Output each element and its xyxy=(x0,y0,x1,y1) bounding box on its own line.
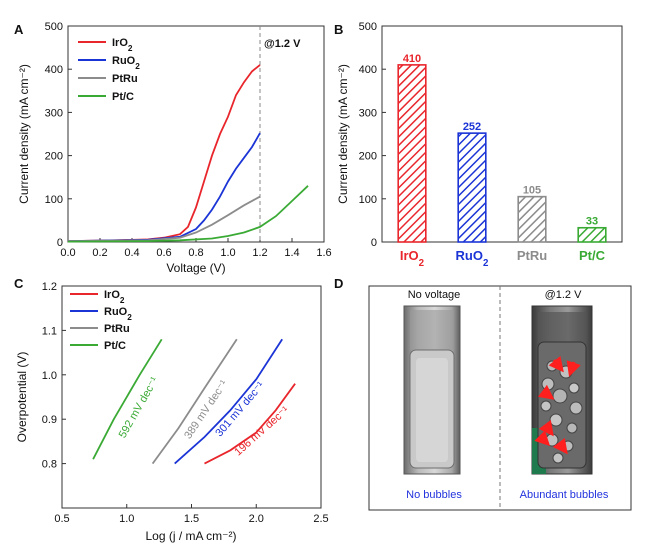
panel-b-bar-ptc xyxy=(577,226,607,243)
bubble-arrows xyxy=(534,355,581,455)
panel-c-x-tick-label: 0.5 xyxy=(54,513,69,525)
photo-right-caption: Abundant bubbles xyxy=(520,489,609,501)
panel-c-y-tick-label: 0.8 xyxy=(42,459,57,471)
panel-a-legend-label: IrO2 xyxy=(112,37,133,53)
panel-label-b: B xyxy=(334,22,343,37)
panel-a-x-tick-label: 0.2 xyxy=(92,247,107,259)
panel-a-x-tick-label: 0.8 xyxy=(188,247,203,259)
panel-a-x-tick-label: 0.6 xyxy=(156,247,171,259)
panel-a-chart: 0.0 0.2 0.4 0.6 0.8 1.0 1.2 1.4 1.6 0 100 200 300 400… xyxy=(17,21,332,275)
panel-label-d: D xyxy=(334,276,343,291)
panel-b-category-label: PtRu xyxy=(517,248,547,263)
panel-b-y-axis-label: Current density (mA cm⁻²) xyxy=(336,64,350,204)
panel-a-series-line-iro xyxy=(67,64,261,242)
panel-label-a: A xyxy=(14,22,24,37)
panel-a-x-tick-label: 0.4 xyxy=(124,247,139,259)
panel-c-series-line-ptru xyxy=(151,338,238,465)
panel-c-x-tick-label: 2.5 xyxy=(313,513,328,525)
panel-c-chart: 0.5 1.0 1.5 2.0 2.50.80.91.01.11.2 196 mV de… xyxy=(15,281,329,543)
panel-c-x-tick-label: 1.5 xyxy=(184,513,199,525)
panel-c-series-line-ptc xyxy=(92,338,163,460)
panel-b-bar-value-label: 105 xyxy=(523,185,541,197)
panel-b-category-label: RuO2 xyxy=(456,248,489,269)
panel-c-legend-label: IrO2 xyxy=(104,289,125,305)
panel-a-legend-label: RuO2 xyxy=(112,55,140,71)
panel-a-y-tick-label: 400 xyxy=(45,64,63,76)
panel-a-series-line-ruo xyxy=(67,132,261,242)
photo-left-title: No voltage xyxy=(408,289,461,301)
panel-c-series-line-iro xyxy=(204,383,296,465)
panel-a-legend-label: Pt/C xyxy=(112,91,134,103)
panel-c-legend-label: PtRu xyxy=(104,323,130,335)
panel-a-y-axis-label: Current density (mA cm⁻²) xyxy=(17,64,31,204)
panel-a-x-tick-label: 1.6 xyxy=(316,247,331,259)
panel-c-x-tick-label: 2.0 xyxy=(249,513,264,525)
panel-c-legend-label: RuO2 xyxy=(104,306,132,322)
electrode-with-voltage-image xyxy=(531,305,593,475)
panel-a-x-tick-label: 1.4 xyxy=(284,247,299,259)
panel-b-chart: 0 100 200 300 400 500 410 IrO2 252 RuO2 105 PtRu 33… xyxy=(336,21,623,269)
panel-a-y-tick-label: 300 xyxy=(45,107,63,119)
panel-c-y-tick-label: 1.2 xyxy=(42,281,57,293)
panel-c-legend-label: Pt/C xyxy=(104,340,126,352)
panel-label-c: C xyxy=(14,276,24,291)
panel-a-annotation: @1.2 V xyxy=(264,38,301,50)
panel-c-y-axis-label: Overpotential (V) xyxy=(15,352,29,443)
photo-left-caption: No bubbles xyxy=(406,489,462,501)
panel-b-y-tick-label: 500 xyxy=(359,21,377,33)
panel-a-x-tick-label: 1.0 xyxy=(220,247,235,259)
panel-b-bar-value-label: 410 xyxy=(403,53,421,65)
electrode-no-voltage-image xyxy=(403,305,461,475)
panel-b-bar-value-label: 33 xyxy=(586,216,598,228)
panel-c-y-tick-label: 1.0 xyxy=(42,370,57,382)
panel-c-x-tick-label: 1.0 xyxy=(119,513,134,525)
panel-c-frame xyxy=(61,285,322,509)
panel-a-x-tick-label: 0.0 xyxy=(60,247,75,259)
panel-b-y-tick-label: 200 xyxy=(359,151,377,163)
panel-a-legend-label: PtRu xyxy=(112,73,138,85)
panel-a-x-axis-label: Voltage (V) xyxy=(166,261,225,275)
panel-b-y-tick-label: 0 xyxy=(371,237,377,249)
panel-b-y-tick-label: 400 xyxy=(359,64,377,76)
panel-a-y-tick-label: 100 xyxy=(45,194,63,206)
panel-a-x-tick-label: 1.2 xyxy=(252,247,267,259)
panel-b-category-label: IrO2 xyxy=(400,248,425,269)
panel-b-bar-value-label: 252 xyxy=(463,121,481,133)
photo-right-title: @1.2 V xyxy=(545,289,583,301)
panel-c-slope-label: 592 mV dec⁻¹ xyxy=(117,375,161,440)
panel-a-y-tick-label: 500 xyxy=(45,21,63,33)
panel-b-category-label: Pt/C xyxy=(579,248,606,263)
panel-d-photo: No voltage @1.2 V No bubbles Abundant bu… xyxy=(368,285,632,511)
panel-c-y-tick-label: 1.1 xyxy=(42,325,57,337)
panel-c-x-axis-label: Log (j / mA cm⁻²) xyxy=(145,529,236,543)
panel-b-bar-ptru xyxy=(517,195,547,243)
panel-b-y-tick-label: 300 xyxy=(359,107,377,119)
panel-b-bar-iro xyxy=(397,64,427,243)
panel-b-y-tick-label: 100 xyxy=(359,194,377,206)
panel-a-series-line-ptc xyxy=(67,185,309,243)
panel-b-bar-ruo xyxy=(457,132,487,243)
panel-a-y-tick-label: 200 xyxy=(45,151,63,163)
panel-c-series-line-ruo xyxy=(174,338,283,465)
panel-c-y-tick-label: 0.9 xyxy=(42,414,57,426)
panel-b-frame xyxy=(381,25,623,243)
panel-a-y-tick-label: 0 xyxy=(57,237,63,249)
panel-a-series-line-ptru xyxy=(67,195,261,242)
